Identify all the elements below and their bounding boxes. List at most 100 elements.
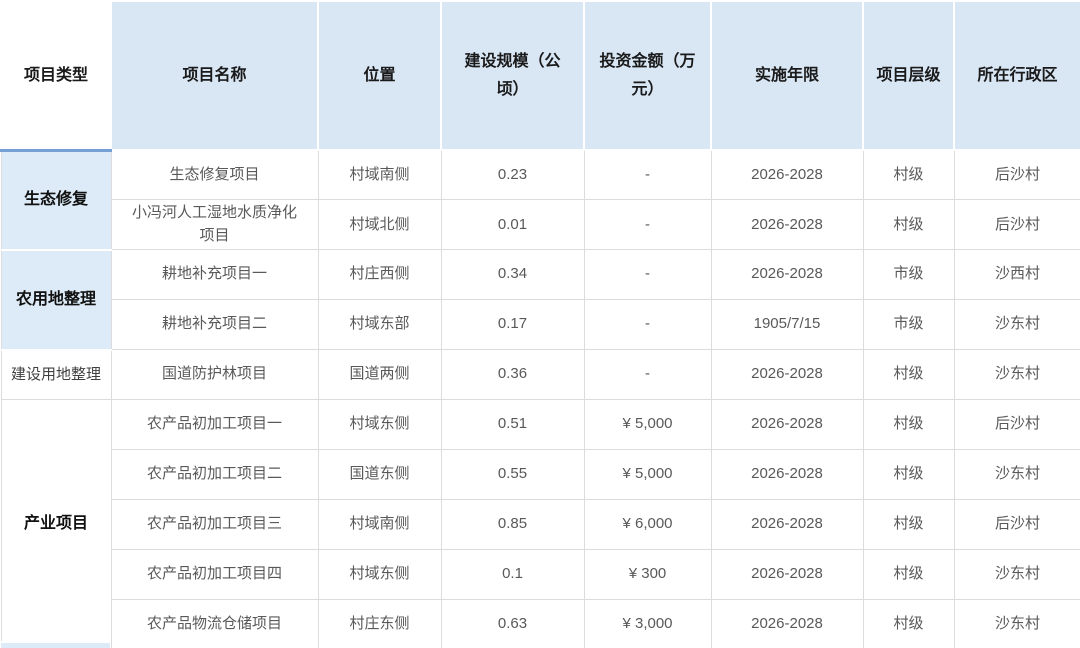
cell-scale: 0.51 [440,398,585,450]
cell-years: 1905/7/15 [710,299,864,351]
cell-years: 2026-2028 [710,448,864,500]
cell-investment: ¥ 300 [583,548,712,600]
cell-project-name: 农产品初加工项目三 [110,498,319,550]
cell-location: 村域东部 [317,299,442,351]
cell-location: 村庄东侧 [317,598,442,648]
cell-project-name: 国道防护林项目 [110,349,319,400]
cell-investment: ¥ 5,000 [583,398,712,450]
cell-district: 沙东村 [953,548,1080,600]
cell-years: 2026-2028 [710,498,864,550]
cell-level: 市级 [862,299,955,351]
cell-scale: 0.63 [440,598,585,648]
cell-district: 沙东村 [953,299,1080,351]
table-row: 农产品初加工项目三 村域南侧 0.85 ¥ 6,000 2026-2028 村级… [1,498,1080,550]
cell-district: 后沙村 [953,149,1080,201]
cell-text: 农产品初加工项目二 [146,465,282,483]
table-row: 农产品物流仓储项目 村庄东侧 0.63 ¥ 3,000 2026-2028 村级… [1,598,1080,648]
cell-project-name: 耕地补充项目一 [110,249,319,301]
cell-investment: - [583,249,712,301]
col-header-scale-label: 建设规模（公顷） [464,53,561,98]
cell-project-name: 农产品物流仓储项目 [110,598,319,648]
cell-years: 2026-2028 [710,398,864,450]
table-row: 小冯河人工湿地水质净化项目 村域北侧 0.01 - 2026-2028 村级 后… [1,199,1080,251]
cell-location: 村域东侧 [317,398,442,450]
table-row: 产业项目 农产品初加工项目一 村域东侧 0.51 ¥ 5,000 2026-20… [0,398,1080,648]
cell-level: 村级 [862,448,955,500]
cell-level: 村级 [862,498,955,550]
col-header-project-name: 项目名称 [110,0,319,151]
cell-location: 国道两侧 [317,349,442,400]
table-row: 农用地整理 耕地补充项目一 村庄西侧 0.34 - 2026-2028 市级 沙… [0,248,1080,351]
cell-district: 后沙村 [953,398,1080,450]
cell-location: 村庄西侧 [317,249,442,301]
cell-level: 村级 [862,548,955,600]
cell-level: 村级 [862,149,955,201]
cell-project-name: 小冯河人工湿地水质净化项目 [110,199,319,251]
cell-text: 耕地补充项目二 [161,315,267,333]
cell-project-name: 农产品初加工项目一 [110,398,319,450]
cell-location: 村域南侧 [317,149,442,201]
cell-investment: - [583,199,712,251]
cell-district: 后沙村 [953,498,1080,550]
cell-years: 2026-2028 [710,598,864,648]
cell-level: 村级 [862,349,955,400]
cell-location: 村域南侧 [317,498,442,550]
cell-location: 村域东侧 [317,548,442,600]
cell-level: 市级 [862,249,955,301]
cell-district: 沙东村 [953,448,1080,500]
cell-investment: - [583,299,712,351]
cell-district: 沙西村 [953,249,1080,301]
cell-investment: - [583,149,712,201]
cell-level: 村级 [862,398,955,450]
col-header-years: 实施年限 [710,0,864,151]
cell-district: 后沙村 [953,199,1080,251]
cell-scale: 0.23 [440,149,585,201]
cell-text: 耕地补充项目一 [161,265,267,283]
cell-text: 小冯河人工湿地水质净化项目 [131,204,297,244]
cell-years: 2026-2028 [710,548,864,600]
table-row: 生态修复 生态修复项目 村域南侧 0.23 - 2026-2028 村级 后沙村 [0,149,1080,251]
cell-text: 农产品初加工项目三 [146,514,282,532]
cell-years: 2026-2028 [710,349,864,400]
col-header-project-type: 项目类型 [0,0,112,152]
cell-investment: ¥ 6,000 [583,498,712,550]
cell-scale: 0.01 [440,199,585,251]
cell-district: 沙东村 [953,598,1080,648]
table-row: 建设用地整理 国道防护林项目 国道两侧 0.36 - 2026-2028 村级 … [0,349,1080,400]
cell-scale: 0.55 [440,448,585,500]
cell-project-name: 农产品初加工项目四 [110,548,319,600]
cell-project-name: 生态修复项目 [110,149,319,201]
group-label: 建设用地整理 [10,365,101,383]
cell-level: 村级 [862,199,955,251]
group-label: 农用地整理 [15,290,96,308]
group-cell-ecological-restoration: 生态修复 [0,149,112,251]
col-header-investment-label: 投资金额（万元） [599,53,696,98]
cell-scale: 0.1 [440,548,585,600]
header-row: 项目类型 项目名称 位置 建设规模（公顷） 投资金额（万元） 实施年限 项目层级… [0,0,1080,152]
group-label: 生态修复 [23,191,88,209]
cropped-next-group-cell [1,641,110,648]
col-header-district: 所在行政区 [953,0,1080,151]
cell-scale: 0.17 [440,299,585,351]
cell-level: 村级 [862,598,955,648]
cell-years: 2026-2028 [710,199,864,251]
group-cell-construction-land-consolidation: 建设用地整理 [0,349,112,400]
cell-years: 2026-2028 [710,249,864,301]
group-cell-farmland-consolidation: 农用地整理 [0,248,112,351]
cell-location: 村域北侧 [317,199,442,251]
group-label: 产业项目 [23,515,88,533]
cell-scale: 0.34 [440,249,585,301]
cell-project-name: 耕地补充项目二 [110,299,319,351]
cell-text: 生态修复项目 [169,165,260,183]
table-row: 农产品初加工项目二 国道东侧 0.55 ¥ 5,000 2026-2028 村级… [1,448,1080,500]
col-header-location: 位置 [317,0,442,151]
col-header-investment: 投资金额（万元） [583,0,712,151]
cell-text: 国道防护林项目 [161,365,267,383]
cell-project-name: 农产品初加工项目二 [110,448,319,500]
cell-investment: ¥ 3,000 [583,598,712,648]
cell-investment: ¥ 5,000 [583,448,712,500]
cell-investment: - [583,349,712,400]
col-header-level: 项目层级 [862,0,955,151]
